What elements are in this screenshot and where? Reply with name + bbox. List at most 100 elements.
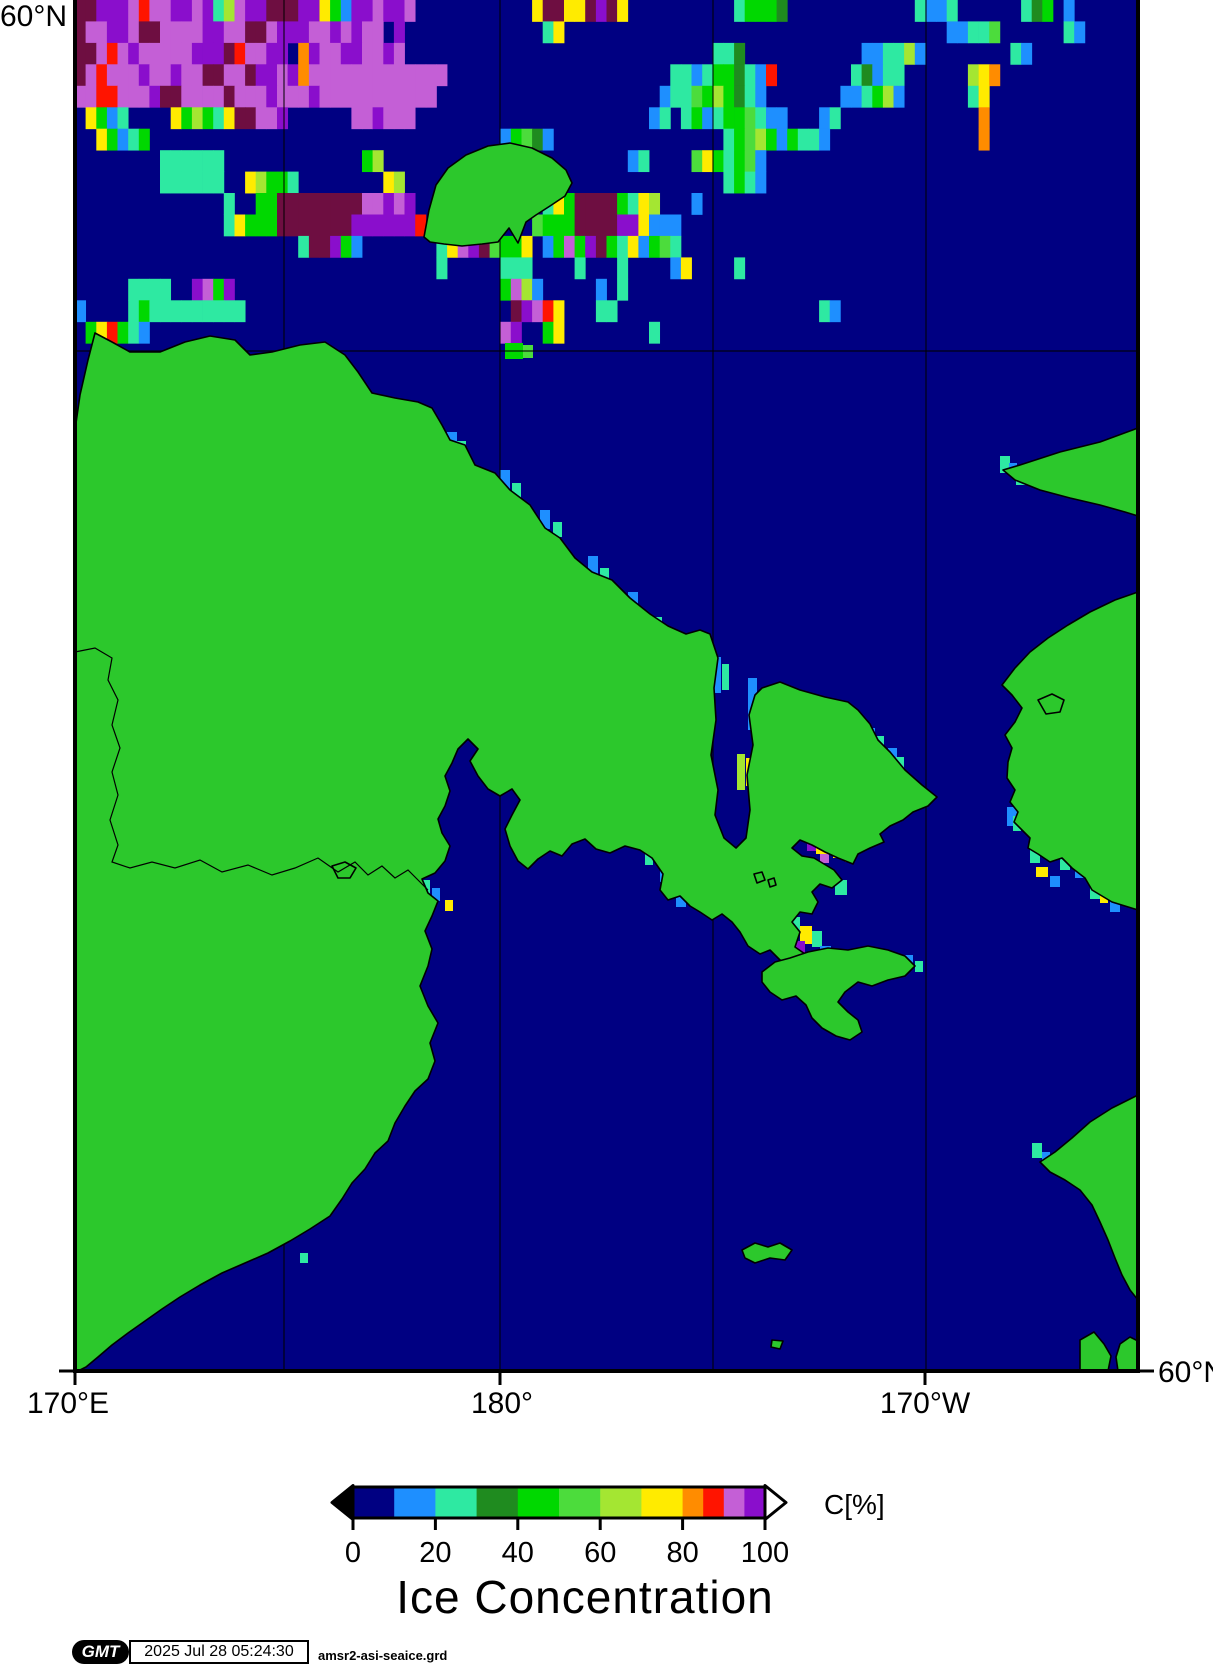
ice-cell	[510, 128, 522, 151]
ice-cell	[277, 171, 289, 194]
ice-cell	[819, 128, 831, 151]
ice-cell	[160, 21, 172, 44]
ice-cell	[734, 257, 746, 280]
ice-cell	[553, 0, 565, 22]
ice-cell	[277, 64, 289, 87]
ice-cell	[588, 556, 598, 575]
ice-cell	[425, 64, 437, 87]
ice-cell	[308, 42, 320, 65]
ice-cell	[362, 193, 374, 215]
ice-cell	[851, 64, 863, 87]
ice-cell	[617, 257, 629, 280]
ice-cell	[776, 128, 788, 151]
ice-cell	[595, 300, 607, 323]
ice-cell	[1032, 1143, 1042, 1158]
ice-cell	[191, 21, 203, 44]
ice-cell	[351, 193, 363, 215]
ice-cell	[553, 300, 565, 323]
ice-cell	[170, 85, 182, 108]
ice-cell	[106, 321, 118, 344]
ice-cell	[819, 107, 831, 130]
ice-cell	[415, 85, 427, 108]
ice-cell	[553, 522, 562, 537]
ice-cell	[266, 107, 278, 130]
ice-cell	[202, 42, 214, 65]
ice-cell	[372, 150, 384, 173]
ice-cell	[117, 128, 129, 151]
colorbar-tick-label: 40	[502, 1537, 534, 1569]
ice-cell	[595, 193, 607, 215]
ice-cell	[404, 214, 416, 237]
ice-cell	[330, 214, 342, 237]
ice-cell	[766, 0, 778, 22]
chukotka-mainland	[74, 332, 938, 1372]
ice-cell	[298, 85, 310, 108]
ice-cell	[351, 214, 363, 237]
ice-cell	[404, 64, 416, 87]
ice-cell	[362, 64, 374, 87]
ice-cell	[627, 235, 639, 258]
ice-cell	[351, 0, 363, 22]
ice-cell	[702, 150, 714, 173]
ice-cell	[734, 42, 746, 65]
colorbar-tick-label: 100	[741, 1537, 789, 1569]
ice-cell	[840, 85, 852, 108]
ice-cell	[851, 85, 863, 108]
ice-cell	[340, 85, 352, 108]
ice-cell	[319, 0, 331, 22]
ice-cell	[75, 21, 87, 44]
ice-cell	[372, 193, 384, 215]
ice-cell	[160, 85, 172, 108]
ice-cell	[330, 193, 342, 215]
ice-cell	[287, 214, 299, 237]
ice-cell	[393, 64, 405, 87]
ice-cell	[1110, 899, 1120, 912]
ice-cell	[510, 278, 522, 301]
ice-cell	[812, 931, 822, 947]
ice-cell	[202, 278, 214, 301]
ice-cell	[542, 235, 554, 258]
colorbar-segment	[600, 1487, 642, 1518]
ice-cell	[75, 85, 87, 108]
ice-cell	[659, 107, 671, 130]
ice-cell	[415, 64, 427, 87]
ice-cell	[85, 42, 97, 65]
ice-cell	[893, 85, 905, 108]
ice-cell	[383, 0, 395, 22]
ice-cell	[308, 193, 320, 215]
seward-peninsula	[1001, 591, 1139, 911]
ice-cell	[820, 854, 829, 863]
ice-cell	[277, 0, 289, 22]
ice-cell	[744, 107, 756, 130]
ice-cell	[383, 42, 395, 65]
ice-cell	[234, 85, 246, 108]
ice-cell	[191, 150, 203, 173]
ice-cell	[128, 128, 140, 151]
ice-cell	[330, 0, 342, 22]
ice-cell	[978, 128, 990, 151]
ice-cell	[319, 85, 331, 108]
ice-cell	[149, 42, 161, 65]
ice-cell	[512, 483, 521, 500]
ice-cell	[255, 107, 267, 130]
ice-cell	[298, 64, 310, 87]
ice-cell	[796, 941, 805, 955]
ice-cell	[404, 85, 416, 108]
ice-cell	[659, 214, 671, 237]
ice-cell	[277, 214, 289, 237]
ice-cell	[372, 214, 384, 237]
ice-cell	[914, 0, 926, 22]
ice-cell	[96, 0, 108, 22]
ice-cell	[255, 214, 267, 237]
ice-cell	[967, 85, 979, 108]
ice-cell	[202, 300, 214, 323]
ice-cell	[712, 107, 724, 130]
ice-cell	[691, 64, 703, 87]
ice-cell	[191, 300, 203, 323]
ice-cell	[117, 107, 129, 130]
ice-cell	[532, 214, 544, 237]
ice-cell	[659, 85, 671, 108]
ice-cell	[542, 300, 554, 323]
ice-cell	[925, 0, 937, 22]
ice-cell	[617, 214, 629, 237]
